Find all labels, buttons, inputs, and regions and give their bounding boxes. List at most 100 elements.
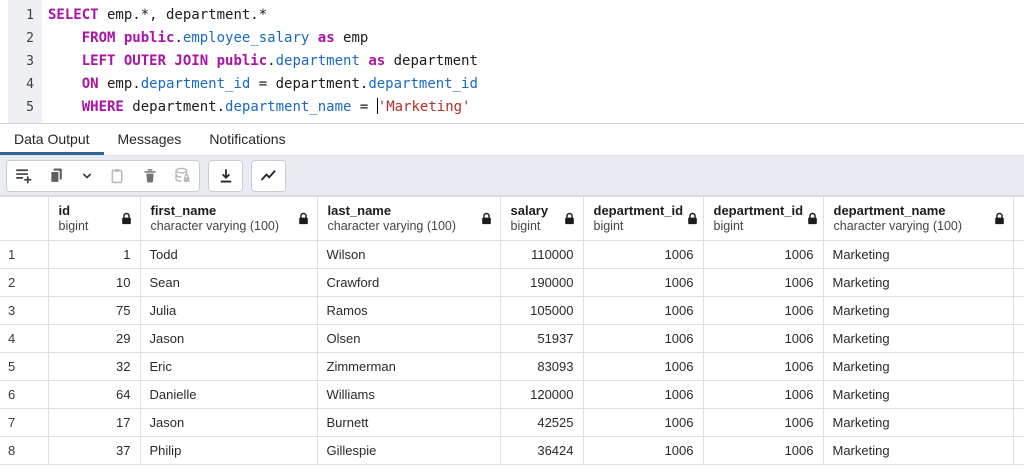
delete-rows-button[interactable] — [133, 161, 166, 191]
cell-id[interactable]: 10 — [48, 269, 140, 297]
cell-salary[interactable]: 105000 — [500, 297, 583, 325]
cell-department_name[interactable]: Marketing — [823, 437, 1013, 465]
code-line[interactable]: ORDER BY salary DESC — [48, 119, 1024, 124]
column-header-department_id-6[interactable]: department_idbigint — [703, 197, 823, 241]
cell-department_id[interactable]: 1006 — [703, 269, 823, 297]
column-header-last_name-3[interactable]: last_namecharacter varying (100) — [317, 197, 500, 241]
cell-salary[interactable]: 190000 — [500, 269, 583, 297]
tab-notifications[interactable]: Notifications — [195, 124, 299, 155]
cell-department_id[interactable]: 1006 — [703, 437, 823, 465]
cell-first_name[interactable]: Jason — [140, 409, 317, 437]
code-line[interactable]: ON emp.department_id = department.depart… — [48, 73, 1024, 96]
cell-department_id[interactable]: 1006 — [703, 297, 823, 325]
row-number-cell[interactable]: 6 — [0, 381, 48, 409]
cell-id[interactable]: 29 — [48, 325, 140, 353]
cell-department_name[interactable]: Marketing — [823, 409, 1013, 437]
cell-first_name[interactable]: Jason — [140, 325, 317, 353]
cell-salary[interactable]: 51937 — [500, 325, 583, 353]
cell-id[interactable]: 37 — [48, 437, 140, 465]
row-number-cell[interactable]: 2 — [0, 269, 48, 297]
cell-id[interactable]: 32 — [48, 353, 140, 381]
cell-department_id[interactable]: 1006 — [583, 241, 703, 269]
cell-id[interactable]: 64 — [48, 381, 140, 409]
sql-editor[interactable]: 123456 SELECT emp.*, department.* FROM p… — [0, 0, 1024, 124]
column-header-first_name-2[interactable]: first_namecharacter varying (100) — [140, 197, 317, 241]
cell-department_name[interactable]: Marketing — [823, 269, 1013, 297]
sql-text — [309, 30, 317, 46]
cell-first_name[interactable]: Eric — [140, 353, 317, 381]
filler-cell — [1013, 353, 1024, 381]
code-line[interactable]: FROM public.employee_salary as emp — [48, 27, 1024, 50]
row-number-cell[interactable]: 1 — [0, 241, 48, 269]
line-number: 5 — [8, 96, 42, 119]
paste-rows-button[interactable] — [100, 161, 133, 191]
column-type: character varying (100) — [328, 219, 457, 234]
copy-options-dropdown[interactable] — [73, 161, 100, 191]
graph-visualiser-button[interactable] — [252, 161, 285, 191]
cell-last_name[interactable]: Crawford — [317, 269, 500, 297]
cell-department_id[interactable]: 1006 — [703, 353, 823, 381]
cell-last_name[interactable]: Gillespie — [317, 437, 500, 465]
editor-code[interactable]: SELECT emp.*, department.* FROM public.e… — [48, 0, 1024, 124]
cell-department_id[interactable]: 1006 — [583, 381, 703, 409]
save-results-to-file-button[interactable] — [209, 161, 242, 191]
cell-department_id[interactable]: 1006 — [583, 409, 703, 437]
save-data-changes-button[interactable] — [166, 161, 199, 191]
cell-id[interactable]: 17 — [48, 409, 140, 437]
sql-text: emp — [335, 30, 369, 46]
copy-rows-button[interactable] — [40, 161, 73, 191]
cell-salary[interactable]: 110000 — [500, 241, 583, 269]
cell-department_id[interactable]: 1006 — [583, 353, 703, 381]
cell-last_name[interactable]: Burnett — [317, 409, 500, 437]
cell-department_id[interactable]: 1006 — [703, 325, 823, 353]
column-header-id-1[interactable]: idbigint — [48, 197, 140, 241]
cell-id[interactable]: 75 — [48, 297, 140, 325]
cell-department_name[interactable]: Marketing — [823, 297, 1013, 325]
row-number-header[interactable] — [0, 197, 48, 241]
table-row: 11ToddWilson11000010061006Marketing — [0, 241, 1024, 269]
column-header-department_id-5[interactable]: department_idbigint — [583, 197, 703, 241]
row-number-cell[interactable]: 4 — [0, 325, 48, 353]
row-number-cell[interactable]: 3 — [0, 297, 48, 325]
lock-icon — [687, 212, 698, 225]
column-header-department_name-7[interactable]: department_namecharacter varying (100) — [823, 197, 1013, 241]
cell-salary[interactable]: 120000 — [500, 381, 583, 409]
cell-department_name[interactable]: Marketing — [823, 381, 1013, 409]
cell-last_name[interactable]: Williams — [317, 381, 500, 409]
cell-department_id[interactable]: 1006 — [583, 437, 703, 465]
cell-last_name[interactable]: Wilson — [317, 241, 500, 269]
row-number-cell[interactable]: 7 — [0, 409, 48, 437]
cell-department_id[interactable]: 1006 — [703, 381, 823, 409]
cell-first_name[interactable]: Philip — [140, 437, 317, 465]
cell-department_id[interactable]: 1006 — [703, 409, 823, 437]
tab-messages[interactable]: Messages — [104, 124, 196, 155]
cell-last_name[interactable]: Zimmerman — [317, 353, 500, 381]
code-line[interactable]: SELECT emp.*, department.* — [48, 4, 1024, 27]
row-number-cell[interactable]: 8 — [0, 437, 48, 465]
cell-first_name[interactable]: Julia — [140, 297, 317, 325]
cell-department_name[interactable]: Marketing — [823, 325, 1013, 353]
cell-salary[interactable]: 42525 — [500, 409, 583, 437]
cell-salary[interactable]: 36424 — [500, 437, 583, 465]
sql-keyword: FROM — [82, 30, 116, 46]
cell-department_id[interactable]: 1006 — [583, 269, 703, 297]
add-row-button[interactable] — [7, 161, 40, 191]
data-output-toolbar — [0, 156, 1024, 196]
row-number-cell[interactable]: 5 — [0, 353, 48, 381]
column-header-salary-4[interactable]: salarybigint — [500, 197, 583, 241]
cell-first_name[interactable]: Todd — [140, 241, 317, 269]
code-line[interactable]: WHERE department.department_name = 'Mark… — [48, 96, 1024, 119]
cell-department_id[interactable]: 1006 — [583, 325, 703, 353]
cell-department_id[interactable]: 1006 — [583, 297, 703, 325]
cell-department_name[interactable]: Marketing — [823, 241, 1013, 269]
cell-last_name[interactable]: Ramos — [317, 297, 500, 325]
cell-department_name[interactable]: Marketing — [823, 353, 1013, 381]
cell-id[interactable]: 1 — [48, 241, 140, 269]
tab-data-output[interactable]: Data Output — [0, 124, 104, 155]
code-line[interactable]: LEFT OUTER JOIN public.department as dep… — [48, 50, 1024, 73]
cell-last_name[interactable]: Olsen — [317, 325, 500, 353]
cell-department_id[interactable]: 1006 — [703, 241, 823, 269]
cell-first_name[interactable]: Danielle — [140, 381, 317, 409]
cell-salary[interactable]: 83093 — [500, 353, 583, 381]
cell-first_name[interactable]: Sean — [140, 269, 317, 297]
